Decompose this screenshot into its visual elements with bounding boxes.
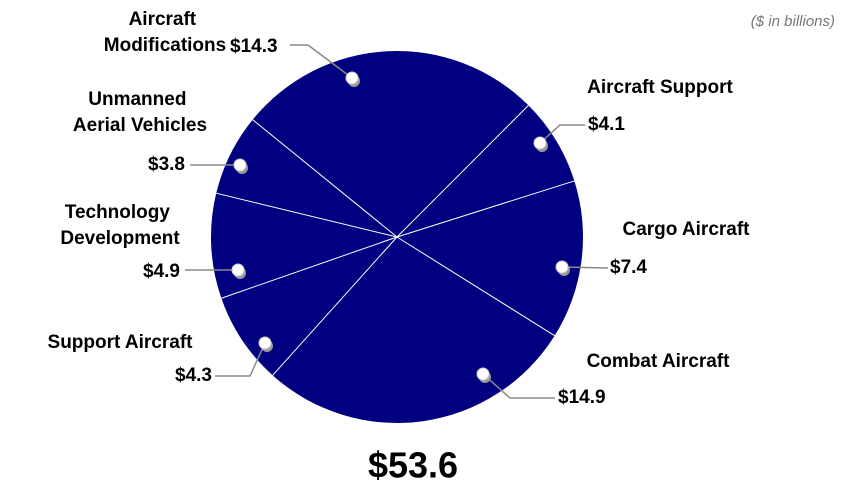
- category-label: Technology Development: [60, 202, 180, 249]
- dot: [345, 71, 359, 85]
- pie-slice: [211, 193, 397, 299]
- slice-separator: [396, 236, 555, 337]
- dot: [258, 336, 272, 350]
- label-line: Aerial Vehicles: [73, 115, 207, 136]
- pie-slice: [397, 105, 575, 237]
- pie-slice: [397, 180, 583, 336]
- leader-line: [561, 266, 609, 269]
- dot: [476, 367, 490, 381]
- dot: [555, 260, 569, 274]
- value-label: $14.9: [558, 387, 606, 408]
- slice-separator: [221, 236, 398, 299]
- category-label: Unmanned Aerial Vehicles: [73, 89, 207, 136]
- label-line: Aircraft: [129, 9, 202, 30]
- value-label: $14.3: [230, 36, 278, 57]
- slice-separator: [396, 180, 575, 238]
- label-line: Modifications: [104, 35, 226, 56]
- leader-line: [215, 342, 266, 377]
- dot: [231, 263, 245, 277]
- category-label: Aircraft Modifications: [104, 9, 226, 56]
- total-label: $53.6: [368, 445, 458, 486]
- slice-separator: [216, 192, 398, 238]
- dot: [233, 158, 247, 172]
- slice-separator: [396, 105, 529, 238]
- leader-line: [539, 124, 585, 144]
- category-label: Support Aircraft: [48, 332, 194, 353]
- slice-separator: [272, 236, 398, 376]
- label-line: Unmanned: [88, 89, 191, 110]
- leader-line: [290, 44, 353, 79]
- leader-line: [482, 373, 555, 399]
- category-label: Cargo Aircraft: [622, 219, 750, 240]
- value-label: $4.9: [143, 261, 180, 282]
- label-line: Development: [60, 228, 180, 249]
- pie-slice: [252, 51, 529, 237]
- value-label: $3.8: [148, 154, 185, 175]
- value-label: $4.1: [588, 114, 625, 135]
- dot: [533, 136, 547, 150]
- category-label: Aircraft Support: [587, 77, 733, 98]
- value-label: $7.4: [610, 257, 647, 278]
- chart-subtitle: ($ in billions): [751, 13, 835, 30]
- slice-separator: [252, 119, 398, 238]
- pie-slice: [216, 119, 397, 237]
- category-label: Combat Aircraft: [587, 351, 731, 372]
- value-label: $4.3: [175, 365, 212, 386]
- label-line: Technology: [65, 202, 175, 223]
